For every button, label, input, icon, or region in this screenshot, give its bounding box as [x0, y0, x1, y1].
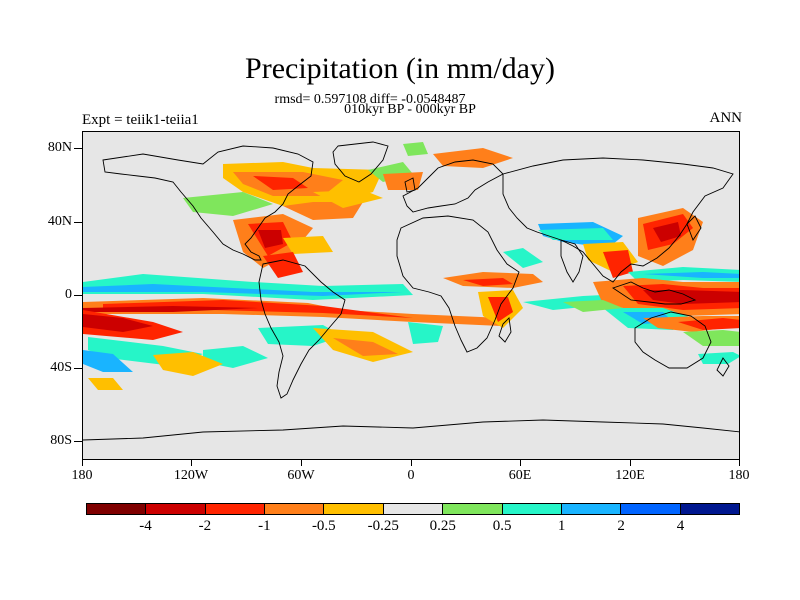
coastlines	[83, 141, 739, 441]
y-tick-label: 40N	[47, 214, 72, 229]
anomaly-blob	[683, 330, 739, 346]
coastline-africa	[396, 215, 520, 353]
colorbar-label: 4	[676, 518, 685, 534]
colorbar-label: 0.5	[492, 518, 512, 534]
y-tick-label: 80S	[50, 433, 72, 448]
colorbar-segment	[87, 504, 147, 514]
x-tick-label: 180	[71, 468, 93, 483]
anomaly-blob	[103, 300, 413, 318]
colorbar-segment	[265, 504, 325, 514]
colorbar-label: -1	[258, 518, 271, 534]
colorbar-segment	[443, 504, 503, 514]
precipitation-map	[83, 141, 739, 441]
experiment-label: Expt = teiik1-teiia1	[82, 112, 199, 128]
coastline-japan	[686, 215, 702, 241]
colorbar-segment	[324, 504, 384, 514]
coastline-asia	[502, 157, 734, 283]
coastline-madagascar	[498, 317, 512, 343]
y-tick-mark	[74, 295, 82, 296]
y-tick-mark	[74, 222, 82, 223]
anomaly-blob	[88, 378, 123, 390]
anomaly-blob	[253, 176, 308, 190]
coastline-new-zealand	[716, 357, 730, 377]
anomaly-blob	[433, 148, 513, 168]
stats-line: rmsd= 0.597108 diff= -0.0548487	[274, 92, 466, 107]
anomaly-blob	[488, 297, 513, 322]
x-tick-mark	[191, 460, 192, 466]
x-tick-mark	[520, 460, 521, 466]
colorbar-label: -0.5	[311, 518, 336, 534]
x-tick-mark	[411, 460, 412, 466]
x-tick-mark	[82, 460, 83, 466]
x-tick-mark	[301, 460, 302, 466]
colorbar-segment	[383, 504, 444, 514]
x-tick-label: 60W	[287, 468, 315, 483]
coastline-antarctica	[83, 419, 739, 441]
anomaly-blob	[383, 172, 423, 190]
anomaly-blob	[83, 284, 403, 296]
coastline-europe	[402, 159, 504, 213]
y-tick-label: 0	[65, 287, 72, 302]
coastline-greenland	[332, 141, 389, 183]
anomaly-blob	[83, 350, 133, 372]
anomaly-fields	[83, 142, 739, 390]
anomaly-blob	[83, 306, 258, 312]
coastline-south-america	[258, 259, 346, 399]
anomaly-blob	[538, 228, 613, 240]
coastline-uk	[404, 177, 416, 193]
x-tick-label: 120E	[615, 468, 645, 483]
map-panel	[82, 131, 740, 460]
anomaly-blob	[313, 190, 383, 208]
anomaly-blob	[563, 300, 623, 312]
colorbar-label: 1	[557, 518, 566, 534]
x-tick-label: 0	[407, 468, 415, 483]
colorbar-label: 2	[617, 518, 625, 534]
anomaly-blob	[643, 290, 739, 304]
anomaly-blob	[183, 192, 273, 216]
anomaly-blob	[408, 322, 443, 344]
colorbar-segment	[621, 504, 681, 514]
x-tick-label: 180	[728, 468, 750, 483]
colorbar-label: -2	[198, 518, 212, 534]
coastline-australia	[634, 311, 712, 369]
colorbar-label: 0.25	[429, 518, 456, 534]
anomaly-blob	[653, 222, 681, 242]
y-tick-mark	[74, 441, 82, 442]
y-tick-mark	[74, 148, 82, 149]
anomaly-blob	[83, 314, 153, 332]
x-tick-label: 120W	[173, 468, 209, 483]
anomaly-blob	[263, 252, 303, 278]
anomaly-blob	[153, 352, 223, 376]
anomaly-blob	[503, 248, 543, 268]
anomaly-blob	[603, 250, 633, 278]
colorbar-segment	[680, 504, 739, 514]
period-line: 010kyr BP - 000kyr BP	[344, 102, 476, 117]
x-tick-mark	[630, 460, 631, 466]
colorbar	[86, 503, 740, 515]
coastline-indonesia	[611, 281, 697, 305]
colorbar-segment	[561, 504, 622, 514]
season-label: ANN	[709, 110, 743, 126]
y-tick-label: 80N	[47, 140, 72, 155]
colorbar-label: -4	[139, 518, 152, 534]
colorbar-segment	[146, 504, 206, 514]
anomaly-blob	[678, 318, 739, 330]
colorbar-label: -0.25	[367, 518, 399, 534]
x-tick-mark	[739, 460, 740, 466]
x-tick-label: 60E	[508, 468, 532, 483]
colorbar-segment	[502, 504, 562, 514]
y-tick-mark	[74, 368, 82, 369]
anomaly-blob	[463, 278, 513, 286]
anomaly-blob	[258, 230, 283, 248]
anomaly-blob	[698, 352, 739, 364]
coastline-india	[560, 239, 584, 283]
coastline-north-america	[102, 145, 314, 261]
anomaly-blob	[403, 142, 428, 156]
anomaly-blob	[283, 236, 333, 254]
y-tick-label: 40S	[50, 360, 72, 375]
anomaly-blob	[333, 338, 398, 356]
plot-title: Precipitation (in mm/day)	[245, 52, 555, 85]
anomaly-blob	[643, 272, 739, 278]
colorbar-segment	[205, 504, 266, 514]
